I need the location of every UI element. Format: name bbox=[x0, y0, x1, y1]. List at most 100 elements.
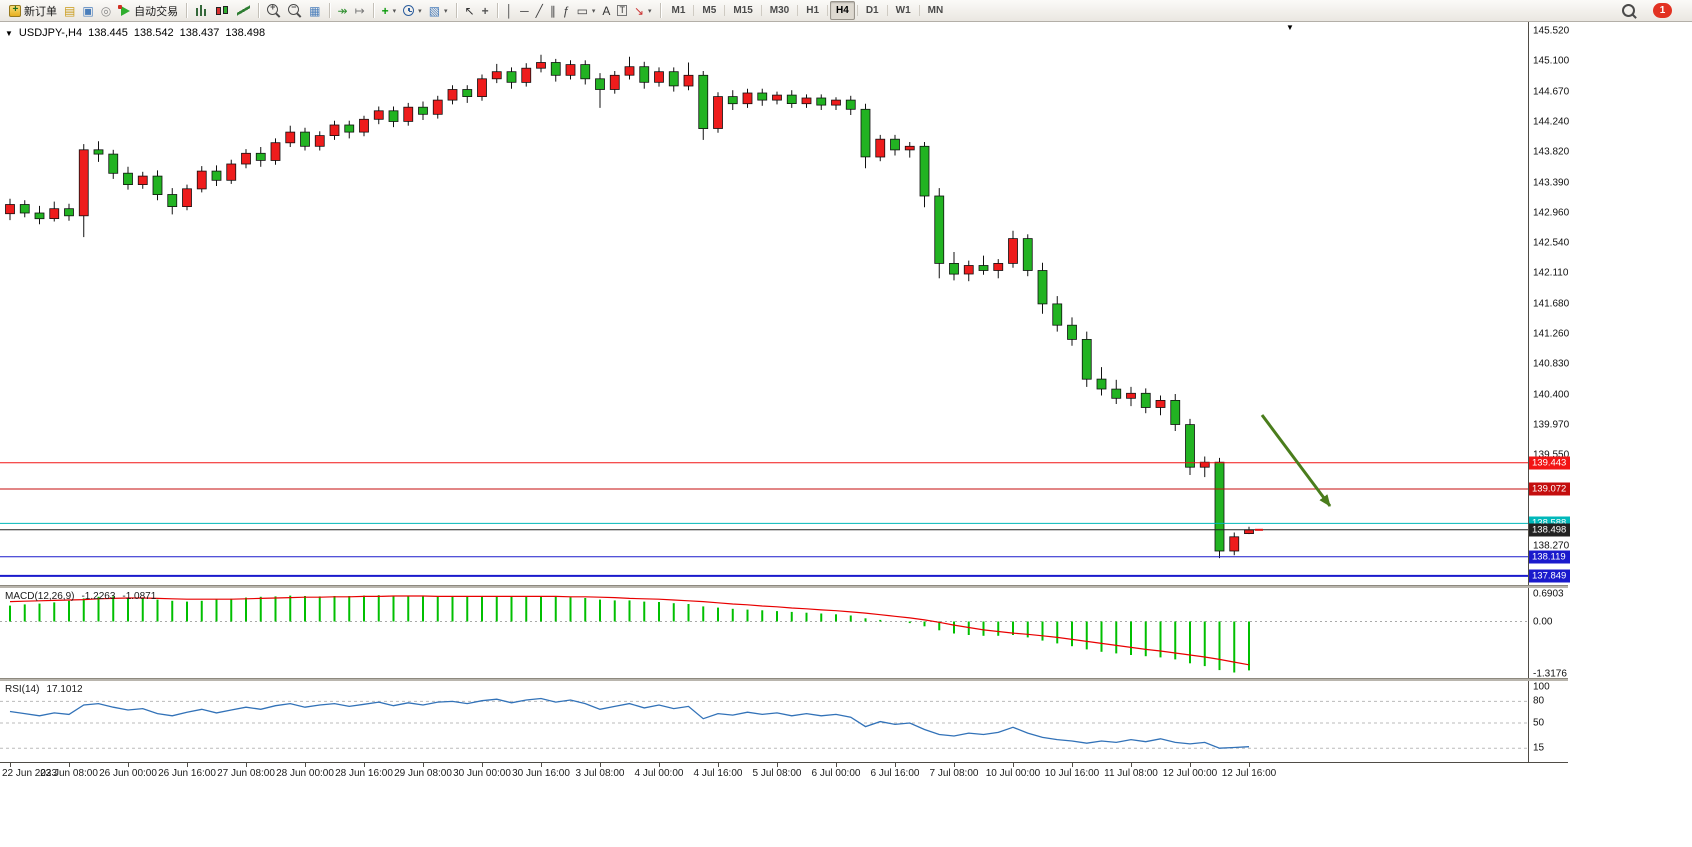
toolbar-separator bbox=[496, 3, 498, 18]
macd-value-1: -1.2263 bbox=[81, 591, 116, 602]
one-click-trading-toggle-icon[interactable]: ▼ bbox=[5, 28, 13, 38]
arrows-button[interactable]: ↘ ▾ bbox=[631, 1, 655, 20]
line-chart-icon bbox=[237, 5, 251, 16]
time-axis-tick bbox=[777, 763, 778, 767]
timeframe-m1-button-label: M1 bbox=[671, 5, 686, 16]
price-scale-label: 144.670 bbox=[1533, 86, 1570, 98]
toolbar: 新订单▤▣◎自动交易▦↠↦+▾▾▧▾↖+│─╱∥ƒ▭▾AT↘▾M1M5M15M3… bbox=[0, 0, 1692, 22]
auto-scroll-button[interactable]: ↠ bbox=[335, 1, 351, 20]
time-axis-tick bbox=[659, 763, 660, 767]
cursor-icon: ↖ bbox=[464, 3, 475, 18]
price-line-badge: 139.072 bbox=[1529, 482, 1570, 496]
auto-trading-button[interactable]: 自动交易 bbox=[115, 1, 181, 20]
trendline-button[interactable]: ╱ bbox=[533, 1, 546, 20]
cursor-button[interactable]: ↖ bbox=[462, 1, 478, 20]
vertical-line-button[interactable]: │ bbox=[503, 1, 517, 20]
rsi-panel-canvas[interactable] bbox=[0, 681, 1528, 762]
auto-scroll-icon: ↠ bbox=[337, 3, 348, 18]
text-label-icon: T bbox=[617, 5, 627, 16]
periods-button[interactable]: ▾ bbox=[400, 1, 425, 20]
toolbar-items: 新订单▤▣◎自动交易▦↠↦+▾▾▧▾↖+│─╱∥ƒ▭▾AT↘▾M1M5M15M3… bbox=[6, 1, 949, 20]
price-scale-label: 145.100 bbox=[1533, 55, 1570, 67]
price-scale-label: 145.520 bbox=[1533, 25, 1570, 37]
candles-mode-button[interactable] bbox=[212, 1, 233, 20]
rsi-scale-label: 50 bbox=[1533, 717, 1545, 729]
macd-panel-canvas[interactable] bbox=[0, 588, 1528, 678]
time-axis-label: 5 Jul 08:00 bbox=[752, 768, 802, 779]
timeframe-m5-button[interactable]: M5 bbox=[696, 1, 722, 20]
price-scale-label: 142.960 bbox=[1533, 207, 1570, 219]
price-scale-label: 141.260 bbox=[1533, 328, 1570, 340]
price-scale[interactable]: 145.520 145.100 144.670 144.240 143.820 143.3… bbox=[1529, 22, 1591, 585]
fibonacci-button[interactable]: ƒ bbox=[560, 1, 573, 20]
time-axis-tick bbox=[895, 763, 896, 767]
zoom-in-button[interactable] bbox=[264, 1, 284, 20]
timeframe-m1-button[interactable]: M1 bbox=[666, 1, 692, 20]
time-axis-label: 28 Jun 16:00 bbox=[335, 768, 393, 779]
timeframe-m15-button[interactable]: M15 bbox=[727, 1, 758, 20]
line-mode-button[interactable] bbox=[234, 1, 253, 20]
timeframe-m30-button[interactable]: M30 bbox=[764, 1, 795, 20]
quote-high: 138.542 bbox=[133, 27, 174, 39]
profiles-button[interactable]: ▤ bbox=[61, 1, 78, 20]
new-window-button[interactable]: ▣ bbox=[79, 1, 96, 20]
timeframe-w1-button-label: W1 bbox=[895, 5, 911, 16]
text-button[interactable]: A bbox=[599, 1, 613, 20]
chart-shift-icon: ↦ bbox=[354, 3, 365, 18]
time-axis-tick bbox=[836, 763, 837, 767]
chart-symbol-period: USDJPY-,H4 bbox=[18, 27, 83, 39]
shapes-button[interactable]: ▭ ▾ bbox=[574, 1, 599, 20]
macd-scale-label: 0.6903 bbox=[1533, 588, 1564, 600]
time-axis-tick bbox=[246, 763, 247, 767]
bars-mode-button[interactable] bbox=[192, 1, 211, 20]
macd-value-2: -1.0871 bbox=[122, 591, 157, 602]
chart-shift-button[interactable]: ↦ bbox=[352, 1, 368, 20]
zoom-out-icon bbox=[288, 2, 300, 15]
time-axis-tick bbox=[364, 763, 365, 767]
object-anchor-icon[interactable]: ▼ bbox=[1286, 23, 1294, 32]
new-order-button[interactable]: 新订单 bbox=[6, 1, 60, 20]
toolbar-separator bbox=[659, 3, 661, 18]
channel-button[interactable]: ∥ bbox=[547, 1, 559, 20]
toolbar-separator bbox=[186, 3, 188, 18]
refresh-icon: ◎ bbox=[100, 3, 112, 18]
indicators-button[interactable]: + ▾ bbox=[379, 1, 400, 20]
timeframe-h1-button-label: H1 bbox=[806, 5, 820, 16]
macd-indicator-label: MACD(12,26,9) -1.2263 -1.0871 bbox=[5, 591, 156, 602]
tile-windows-icon: ▦ bbox=[309, 3, 321, 18]
time-axis-label: 28 Jun 00:00 bbox=[276, 768, 334, 779]
text-label-button[interactable]: T bbox=[614, 1, 630, 20]
timeframe-mn-button[interactable]: MN bbox=[922, 1, 950, 20]
time-axis-tick bbox=[600, 763, 601, 767]
horizontal-line-button[interactable]: ─ bbox=[517, 1, 532, 20]
timeframe-w1-button[interactable]: W1 bbox=[890, 1, 917, 20]
refresh-button[interactable]: ◎ bbox=[98, 1, 114, 20]
crosshair-button[interactable]: + bbox=[479, 1, 492, 20]
notification-badge[interactable]: 1 bbox=[1653, 3, 1672, 18]
tile-windows-button[interactable]: ▦ bbox=[306, 1, 323, 20]
time-axis[interactable]: 22 Jun 2023 23 Jun 08:00 26 Jun 00:00 26 Ju… bbox=[0, 762, 1568, 783]
zoom-out-button[interactable] bbox=[285, 1, 305, 20]
quote-low: 138.437 bbox=[179, 27, 220, 39]
time-axis-label: 7 Jul 08:00 bbox=[929, 768, 979, 779]
toolbar-right: 1 bbox=[1622, 3, 1686, 18]
price-scale-label: 140.830 bbox=[1533, 358, 1570, 370]
rsi-scale[interactable]: 100 80 50 15 bbox=[1529, 681, 1591, 762]
panel-splitter[interactable] bbox=[0, 585, 1568, 588]
timeframe-h1-button[interactable]: H1 bbox=[800, 1, 825, 20]
time-axis-label: 22 Jun 2023 bbox=[2, 768, 58, 779]
templates-button[interactable]: ▧ ▾ bbox=[426, 1, 451, 20]
main-chart-canvas[interactable] bbox=[0, 22, 1528, 585]
horizontal-line-icon: ─ bbox=[520, 3, 529, 18]
dropdown-caret-icon: ▾ bbox=[444, 7, 448, 15]
rsi-name: RSI(14) bbox=[5, 684, 40, 695]
timeframe-h4-button[interactable]: H4 bbox=[830, 1, 855, 20]
timeframe-d1-button[interactable]: D1 bbox=[860, 1, 885, 20]
rsi-scale-label: 15 bbox=[1533, 742, 1545, 754]
search-icon[interactable] bbox=[1622, 4, 1635, 17]
macd-scale[interactable]: 0.6903 0.00 -1.3176 bbox=[1529, 588, 1591, 680]
panel-splitter[interactable] bbox=[0, 678, 1568, 681]
time-axis-label: 6 Jul 00:00 bbox=[811, 768, 861, 779]
time-axis-label: 30 Jun 16:00 bbox=[512, 768, 570, 779]
rsi-value: 17.1012 bbox=[46, 684, 83, 695]
